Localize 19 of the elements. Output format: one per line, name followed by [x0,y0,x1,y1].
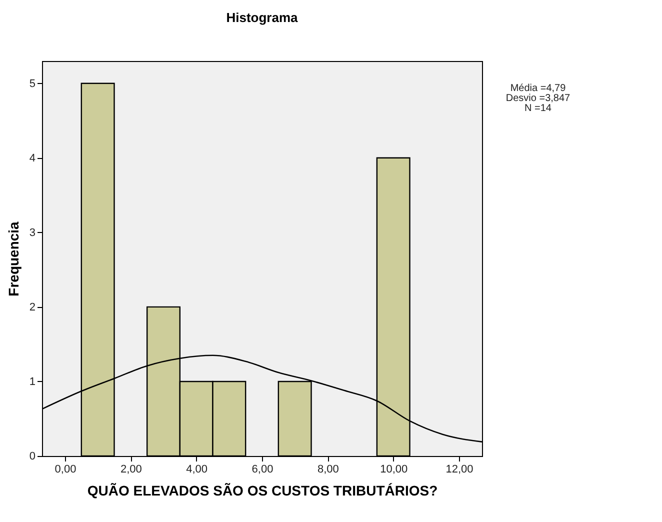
chart-title: Histograma [226,10,299,25]
y-tick-label: 5 [29,78,36,90]
x-axis-title: QUÃO ELEVADOS SÃO OS CUSTOS TRIBUTÁRIOS? [87,482,438,498]
y-tick-label: 4 [29,152,36,164]
x-tick-label: 8,00 [317,464,339,476]
x-tick-label: 4,00 [186,464,208,476]
y-tick-label: 2 [29,301,36,314]
y-tick-label: 0 [29,450,36,462]
text: N =14 [524,103,552,114]
x-tick-label: 0,00 [54,464,76,476]
x-tick-label: 12,00 [446,464,474,476]
x-tick-label: 2,00 [120,464,142,476]
text: Desvio =3,847 [506,93,571,104]
y-axis-title: Frequencia [5,221,22,296]
y-tick-label: 3 [29,226,36,239]
x-tick-label: 6,00 [252,464,274,476]
text: Média =4,79 [510,83,566,94]
x-tick-label: 10,00 [380,464,408,476]
y-tick-label: 1 [29,376,36,388]
